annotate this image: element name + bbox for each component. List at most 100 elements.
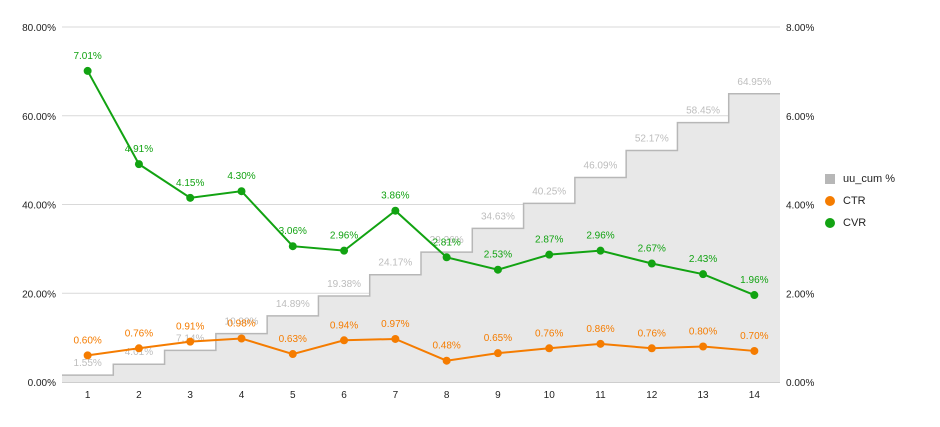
- x-axis-tick-label: 6: [341, 390, 347, 401]
- ctr-line: [87, 337, 755, 362]
- ctr-point: [186, 337, 195, 346]
- ctr-point: [391, 334, 400, 343]
- uu-cum-data-label: 64.95%: [737, 77, 771, 88]
- ctr-point: [442, 356, 451, 365]
- cvr-data-label: 2.96%: [586, 231, 614, 242]
- cvr-point: [493, 265, 502, 274]
- x-axis-tick-label: 7: [393, 390, 399, 401]
- ctr-data-label: 0.86%: [586, 324, 614, 335]
- left-axis-tick-label: 60.00%: [22, 112, 56, 123]
- ctr-data-label: 0.98%: [227, 319, 255, 330]
- uu-cum-data-label: 4.01%: [125, 347, 153, 358]
- x-axis-tick-label: 9: [495, 390, 501, 401]
- x-axis-tick-label: 8: [444, 390, 450, 401]
- ctr-data-label: 0.65%: [484, 333, 512, 344]
- ctr-point: [493, 349, 502, 358]
- cvr-data-label: 2.67%: [638, 244, 666, 255]
- legend-label-cvr: CVR: [843, 217, 867, 229]
- ctr-data-label: 0.76%: [638, 328, 666, 339]
- uu-cum-data-label: 24.17%: [378, 258, 412, 269]
- ctr-point: [134, 344, 143, 353]
- cvr-point: [288, 242, 297, 251]
- uu-cum-data-label: 1.55%: [73, 358, 101, 369]
- x-axis-tick-label: 10: [544, 390, 556, 401]
- cvr-point: [750, 291, 759, 300]
- right-axis-tick-label: 6.00%: [786, 112, 814, 123]
- cvr-data-label: 2.53%: [484, 250, 512, 261]
- ctr-point: [699, 342, 708, 351]
- ctr-point: [237, 334, 246, 343]
- ctr-data-label: 0.97%: [381, 319, 409, 330]
- legend-label-uu-cum: uu_cum %: [843, 173, 895, 185]
- cvr-line: [86, 70, 755, 296]
- ctr-data-label: 0.60%: [73, 335, 101, 346]
- cvr-data-label: 3.86%: [381, 191, 409, 202]
- uu-cum-data-label: 52.17%: [635, 133, 669, 144]
- cvr-point: [391, 206, 400, 215]
- ctr-data-label: 0.63%: [279, 334, 307, 345]
- left-axis-tick-label: 40.00%: [22, 201, 56, 212]
- ctr-data-label: 0.48%: [432, 341, 460, 352]
- right-axis-tick-label: 8.00%: [786, 23, 814, 34]
- right-axis-tick-label: 4.00%: [786, 201, 814, 212]
- cvr-data-label: 3.06%: [279, 226, 307, 237]
- legend-swatch-uu-cum: [825, 174, 835, 184]
- x-axis-tick-label: 13: [698, 390, 710, 401]
- ctr-point: [647, 344, 656, 353]
- x-axis-tick-label: 4: [239, 390, 245, 401]
- legend-swatch-ctr: [825, 196, 835, 206]
- cvr-data-label: 4.91%: [125, 144, 153, 155]
- cvr-point: [442, 253, 451, 262]
- ctr-data-label: 0.70%: [740, 331, 768, 342]
- cvr-point: [340, 246, 349, 255]
- uu-cum-data-label: 40.25%: [532, 186, 566, 197]
- x-axis-tick-label: 12: [646, 390, 658, 401]
- cvr-point: [647, 259, 656, 268]
- cvr-point: [699, 270, 708, 279]
- cvr-point: [134, 160, 143, 169]
- cvr-data-label: 4.30%: [227, 171, 255, 182]
- ctr-data-label: 0.76%: [125, 328, 153, 339]
- ctr-data-label: 0.94%: [330, 320, 358, 331]
- legend-label-ctr: CTR: [843, 195, 866, 207]
- ctr-point: [83, 351, 92, 360]
- legend-swatch-cvr: [825, 218, 835, 228]
- ctr-point: [545, 344, 554, 353]
- cvr-point: [237, 187, 246, 196]
- cvr-point: [186, 193, 195, 202]
- ctr-point: [288, 350, 297, 359]
- uu-cum-data-label: 29.26%: [430, 235, 464, 246]
- cvr-point: [83, 66, 92, 75]
- ctr-data-label: 0.80%: [689, 327, 717, 338]
- legend-item-uu-cum[interactable]: uu_cum %: [825, 168, 895, 190]
- cvr-data-label: 2.96%: [330, 231, 358, 242]
- cvr-point: [596, 246, 605, 255]
- cvr-point: [545, 250, 554, 259]
- left-axis-tick-label: 20.00%: [22, 289, 56, 300]
- legend-item-ctr[interactable]: CTR: [825, 190, 895, 212]
- uu-cum-data-label: 10.90%: [225, 317, 259, 328]
- uu-cum-data-label: 46.09%: [584, 160, 618, 171]
- ctr-point: [340, 336, 349, 345]
- x-axis-tick-label: 11: [595, 390, 606, 401]
- uu-cum-data-label: 58.45%: [686, 106, 720, 117]
- ctr-data-label: 0.76%: [535, 328, 563, 339]
- x-axis-tick-label: 1: [85, 390, 91, 401]
- left-axis-tick-label: 80.00%: [22, 23, 56, 34]
- cvr-data-label: 2.87%: [535, 235, 563, 246]
- uu-cum-step-line: [62, 93, 780, 376]
- x-axis-tick-label: 2: [136, 390, 142, 401]
- uu-cum-area: [62, 93, 780, 383]
- ctr-point: [750, 346, 759, 355]
- legend: uu_cum % CTR CVR: [825, 168, 895, 234]
- ctr-point: [596, 339, 605, 348]
- ctr-data-label: 0.91%: [176, 322, 204, 333]
- uu-cum-data-label: 19.38%: [327, 279, 361, 290]
- x-axis-tick-label: 3: [187, 390, 193, 401]
- cvr-data-label: 1.96%: [740, 275, 768, 286]
- legend-item-cvr[interactable]: CVR: [825, 212, 895, 234]
- left-axis-tick-label: 0.00%: [28, 378, 56, 389]
- cvr-data-label: 7.01%: [73, 51, 101, 62]
